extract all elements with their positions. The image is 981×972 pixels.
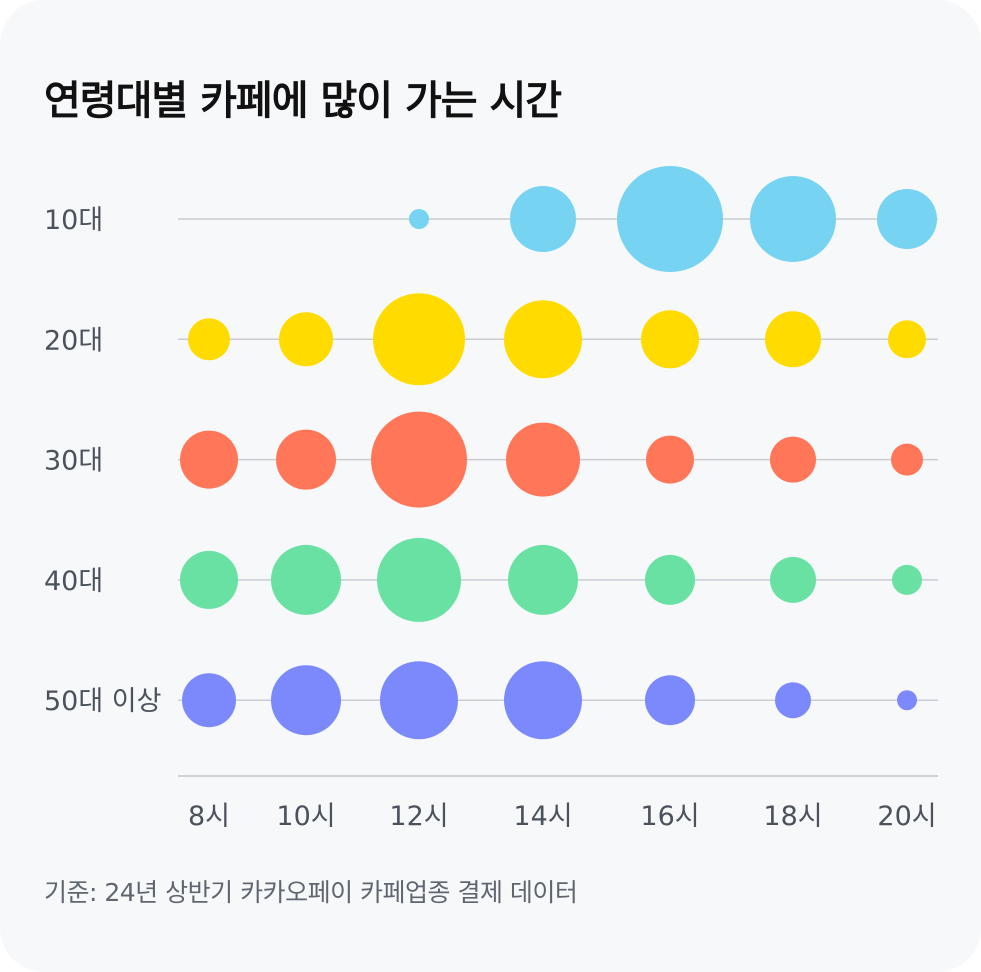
x-tick-label: 20시 xyxy=(877,801,936,832)
bubble xyxy=(641,310,699,369)
row-label: 10대 xyxy=(44,205,103,236)
bubble xyxy=(409,209,429,229)
row-labels: 10대 20대 30대 40대 50대 이상 xyxy=(44,205,161,717)
bubble xyxy=(506,422,580,497)
bubble xyxy=(377,537,461,622)
x-tick-label: 12시 xyxy=(389,801,448,832)
bubble xyxy=(504,661,582,740)
bubble xyxy=(765,311,821,368)
bubble xyxy=(770,436,816,483)
row-label: 20대 xyxy=(44,325,103,356)
bubble xyxy=(775,682,811,719)
row-label: 50대 이상 xyxy=(44,686,161,717)
bubble xyxy=(508,544,578,615)
bubble xyxy=(504,300,582,379)
bubble xyxy=(271,665,341,736)
bubble xyxy=(617,166,723,272)
bubble xyxy=(877,189,937,249)
x-tick-label: 10시 xyxy=(276,801,335,832)
x-tick-label: 8시 xyxy=(188,801,230,832)
bubble xyxy=(888,320,926,359)
bubble xyxy=(180,430,238,489)
bubble xyxy=(897,690,917,711)
bubble xyxy=(371,411,467,508)
bubble xyxy=(892,564,922,595)
bubble xyxy=(279,312,333,367)
x-tick-label: 16시 xyxy=(640,801,699,832)
bubble xyxy=(276,429,336,490)
x-tick-label: 18시 xyxy=(763,801,822,832)
bubble xyxy=(770,556,816,603)
footnote: 기준: 24년 상반기 카카오페이 카페업종 결제 데이터 xyxy=(44,878,578,907)
bubble xyxy=(645,675,695,726)
bubble xyxy=(180,550,238,609)
x-tick-label: 14시 xyxy=(513,801,572,832)
bubble xyxy=(373,293,465,386)
bubble xyxy=(271,544,341,615)
row-label: 40대 xyxy=(44,566,103,597)
bubble xyxy=(645,554,695,605)
bubbles xyxy=(180,166,937,740)
chart-title: 연령대별 카페에 많이 가는 시간 xyxy=(44,78,562,124)
bubble xyxy=(646,435,694,484)
bubble xyxy=(750,176,836,262)
bubble xyxy=(188,318,230,361)
row-label: 30대 xyxy=(44,446,103,477)
bubble xyxy=(182,673,236,728)
x-tick-labels: 8시 10시 12시 14시 16시 18시 20시 xyxy=(188,801,937,832)
bubble xyxy=(380,661,458,740)
bubble xyxy=(510,186,576,252)
bubble xyxy=(891,443,923,476)
